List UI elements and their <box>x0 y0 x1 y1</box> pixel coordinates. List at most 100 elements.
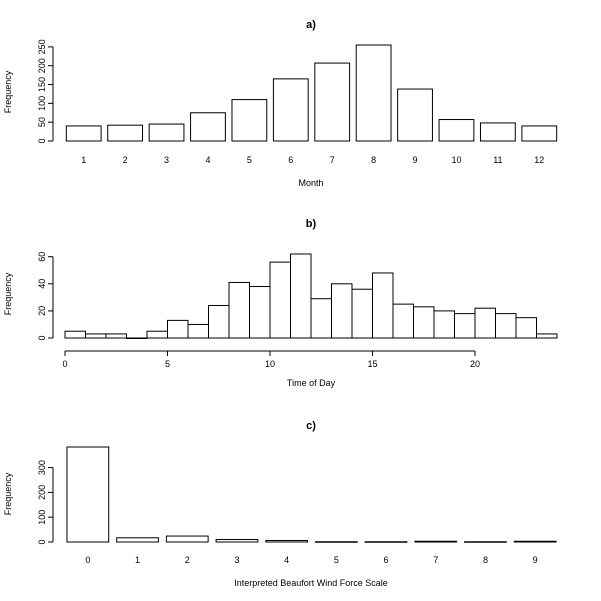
panel-a-bar <box>397 88 433 142</box>
panel-b-bars <box>64 253 558 339</box>
panel-b-bar <box>495 313 517 339</box>
panel-c-bar <box>215 539 259 543</box>
panel-b-bar <box>474 307 496 339</box>
panel-a-bar <box>231 99 268 142</box>
panel-c-y-tick-label: 300 <box>37 460 47 475</box>
panel-a-x-tick-label: 9 <box>413 155 418 165</box>
panel-c-bar <box>364 541 408 543</box>
panel-c-bar <box>464 541 507 543</box>
panel-c-beaufort-chart: c) Frequency Interpreted Beaufort Wind F… <box>3 420 557 588</box>
panel-a-title: a) <box>306 19 316 31</box>
panel-c-bar <box>165 535 209 543</box>
panel-a-x-tick-label: 11 <box>493 155 502 165</box>
panel-b-bar <box>433 310 455 339</box>
panel-b-bar <box>372 272 394 339</box>
panel-c-xlabel: Interpreted Beaufort Wind Force Scale <box>234 578 388 588</box>
panel-a-bar <box>190 112 226 142</box>
panel-b-bar <box>515 317 537 339</box>
panel-c-x-tick-label: 6 <box>384 555 389 565</box>
panel-a-bar <box>479 122 516 142</box>
panel-b-y-axis: 0 20 40 60 <box>37 252 54 341</box>
panel-b-bar <box>536 333 558 339</box>
panel-a-y-tick-label: 50 <box>37 117 47 127</box>
panel-b-bar <box>310 298 332 339</box>
panel-a-y-tick-label: 250 <box>37 39 47 54</box>
panel-a-x-tick-label: 3 <box>164 155 169 165</box>
panel-b-xlabel: Time of Day <box>287 378 336 388</box>
panel-c-x-tick-label: 1 <box>135 555 140 565</box>
panel-c-bar <box>414 540 458 543</box>
panel-c-x-tick-label: 9 <box>533 555 538 565</box>
panel-c-bar <box>66 446 110 543</box>
panel-c-bar <box>314 541 358 543</box>
panel-c-y-tick-label: 100 <box>37 510 47 525</box>
panel-a-bar <box>314 62 351 142</box>
panel-c-bar <box>265 540 309 543</box>
panel-c-y-tick-label: 200 <box>37 485 47 500</box>
panel-c-y-axis: 0 100 200 300 <box>37 460 54 545</box>
panel-b-bar <box>290 253 312 339</box>
panel-c-x-tick-label: 0 <box>85 555 90 565</box>
panel-b-time-chart: b) Frequency Time of Day 0 20 40 60 0 5 10 15 2… <box>3 218 558 388</box>
panel-1-y-tick-label: 40 <box>37 279 47 289</box>
panel-1-y-tick-label: 60 <box>37 252 47 262</box>
panel-a-bars <box>65 44 558 142</box>
panel-c-bar <box>513 540 557 543</box>
panel-b-x-tick-label: 15 <box>367 359 377 369</box>
panel-b-bar <box>85 333 107 339</box>
panel-b-ylabel: Frequency <box>3 272 13 315</box>
panel-a-bar <box>438 119 475 142</box>
panel-a-y-tick-label: 0 <box>37 138 47 143</box>
panel-b-x-tick-label: 20 <box>470 359 480 369</box>
panel-b-bar <box>249 286 271 339</box>
panel-c-x-axis: 0 1 2 3 4 5 6 7 8 9 <box>85 555 537 565</box>
panel-c-x-tick-label: 4 <box>284 555 289 565</box>
panel-b-bar <box>167 319 189 339</box>
panel-c-x-tick-label: 3 <box>234 555 239 565</box>
panel-a-bar <box>521 125 558 142</box>
panel-b-bar <box>208 304 230 339</box>
panel-a-x-tick-label: 4 <box>205 155 210 165</box>
panel-a-y-tick-label: 150 <box>37 77 47 92</box>
panel-b-x-tick-label: 10 <box>265 359 275 369</box>
panel-b-bar <box>146 330 168 339</box>
panel-a-ylabel: Frequency <box>3 70 13 113</box>
panel-c-x-tick-label: 2 <box>185 555 190 565</box>
panel-c-x-tick-label: 5 <box>334 555 339 565</box>
panel-a-x-tick-label: 8 <box>371 155 376 165</box>
panel-b-title: b) <box>306 218 317 230</box>
panel-c-x-tick-label: 7 <box>433 555 438 565</box>
panel-a-x-tick-label: 12 <box>534 155 544 165</box>
panel-b-bar <box>105 333 127 339</box>
panel-c-bar <box>116 537 159 543</box>
panel-b-x-axis: 0 5 10 15 20 <box>62 350 480 369</box>
panel-a-x-tick-label: 1 <box>81 155 86 165</box>
panel-b-bar <box>64 330 86 339</box>
panel-a-bar <box>355 44 392 142</box>
panel-b-x-tick-label: 5 <box>165 359 170 369</box>
panel-1-y-tick-label: 20 <box>37 306 47 316</box>
panel-b-bar <box>454 313 476 339</box>
panel-a-bar <box>148 123 185 142</box>
panel-a-x-tick-label: 2 <box>123 155 128 165</box>
panel-b-bar <box>392 303 414 339</box>
panel-b-bar <box>331 283 353 339</box>
panel-a-bar <box>65 125 102 142</box>
panel-c-title: c) <box>306 420 316 432</box>
panel-a-x-tick-label: 6 <box>288 155 293 165</box>
panel-b-x-tick-label: 0 <box>62 359 67 369</box>
panel-a-x-tick-label: 5 <box>247 155 252 165</box>
panel-b-bar <box>351 288 373 339</box>
panel-c-bars <box>66 446 557 543</box>
panel-a-bar <box>107 124 144 142</box>
panel-a-bar <box>272 78 309 142</box>
panel-a-y-tick-label: 200 <box>37 58 47 73</box>
panel-a-y-tick-label: 100 <box>37 96 47 111</box>
panel-b-bar <box>187 323 209 339</box>
panel-a-x-axis: 1 2 3 4 5 6 7 8 9 10 11 12 <box>81 155 544 165</box>
panel-b-bar <box>126 337 148 339</box>
panel-c-x-tick-label: 8 <box>483 555 488 565</box>
panel-a-xlabel: Month <box>298 178 323 188</box>
